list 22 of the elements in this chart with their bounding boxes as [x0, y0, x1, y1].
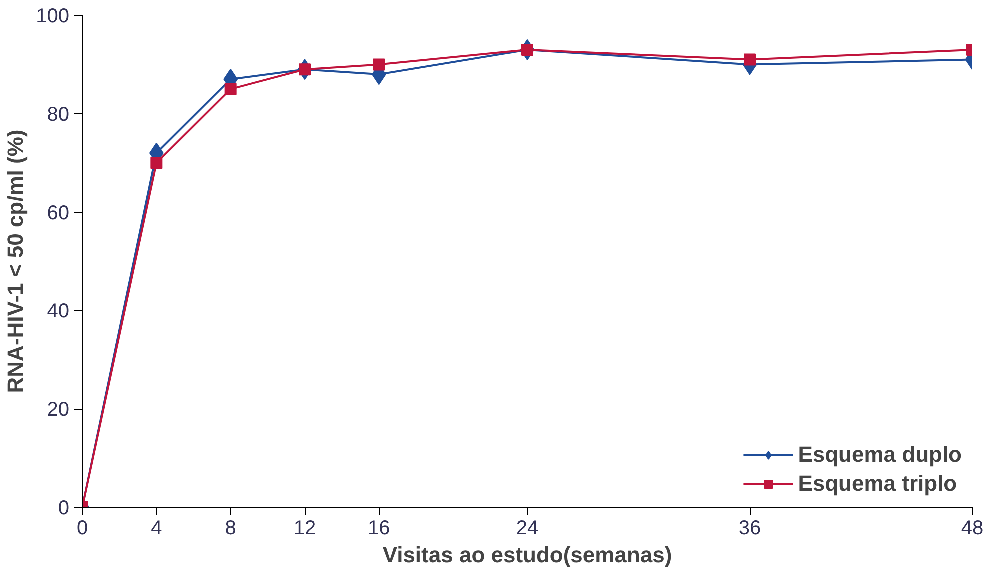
- x-tick-label: 36: [738, 518, 762, 540]
- legend-label: Esquema triplo: [798, 471, 958, 497]
- y-tick-label: 20: [47, 399, 70, 422]
- y-tick-label: 80: [47, 104, 70, 126]
- x-tick-label: 0: [76, 518, 88, 540]
- point: [373, 58, 386, 71]
- y-tick-label: 40: [47, 300, 70, 323]
- x-tick-label: 16: [368, 518, 390, 540]
- x-tick-label: 12: [294, 518, 316, 540]
- x-tick-label: 8: [225, 518, 236, 540]
- point: [150, 157, 163, 170]
- x-tick-label: 48: [961, 518, 984, 540]
- x-tick-label: 24: [516, 518, 539, 540]
- point: [224, 83, 237, 96]
- legend-label: Esquema duplo: [798, 442, 962, 468]
- y-tick-label: 0: [58, 498, 70, 520]
- y-tick-label: 100: [36, 6, 70, 28]
- point: [744, 54, 756, 66]
- x-axis-title: Visitas ao estudo(semanas): [382, 542, 672, 568]
- y-axis-title: RNA-HIV-1 < 50 cp/ml (%): [3, 130, 28, 394]
- x-tick-label: 4: [151, 518, 162, 540]
- y-tick-label: 60: [47, 202, 70, 224]
